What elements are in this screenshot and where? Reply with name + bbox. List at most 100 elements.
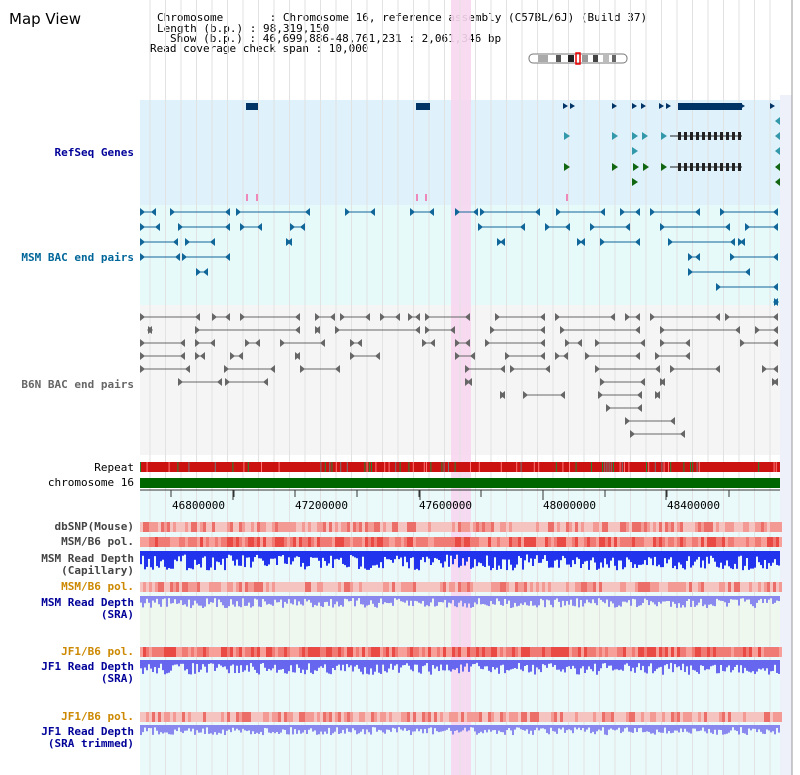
bac-end-marker[interactable]	[140, 223, 145, 231]
gene-exon[interactable]	[696, 132, 699, 140]
bac-end-marker[interactable]	[140, 365, 145, 373]
bac-end-marker[interactable]	[236, 208, 241, 216]
bac-end-marker[interactable]	[240, 313, 245, 321]
msm-bac-features[interactable]	[140, 208, 779, 306]
bac-end-marker[interactable]	[565, 339, 570, 347]
bac-end-marker[interactable]	[577, 238, 582, 246]
bac-end-marker[interactable]	[225, 253, 230, 261]
bac-end-marker[interactable]	[500, 391, 505, 399]
gene-exon[interactable]	[714, 163, 717, 171]
gene-exon[interactable]	[738, 163, 741, 171]
gene-exon[interactable]	[726, 163, 729, 171]
bac-end-marker[interactable]	[600, 208, 605, 216]
bac-end-marker[interactable]	[695, 208, 700, 216]
bac-end-marker[interactable]	[178, 378, 183, 386]
bac-end-marker[interactable]	[660, 326, 665, 334]
bac-end-marker[interactable]	[195, 326, 200, 334]
bac-end-marker[interactable]	[473, 208, 478, 216]
gene-exon[interactable]	[708, 132, 711, 140]
bac-end-marker[interactable]	[635, 326, 640, 334]
gene-arrow[interactable]	[612, 132, 618, 140]
bac-end-marker[interactable]	[350, 352, 355, 360]
bac-end-marker[interactable]	[450, 326, 455, 334]
bac-end-marker[interactable]	[195, 352, 200, 360]
gene-exon[interactable]	[732, 163, 735, 171]
bac-end-marker[interactable]	[540, 313, 545, 321]
bac-end-marker[interactable]	[225, 223, 230, 231]
gene-exon[interactable]	[738, 132, 741, 140]
bac-end-marker[interactable]	[510, 365, 515, 373]
gene-feature[interactable]	[246, 103, 258, 110]
bac-end-marker[interactable]	[485, 339, 490, 347]
bac-end-marker[interactable]	[175, 253, 180, 261]
bac-end-marker[interactable]	[773, 378, 778, 386]
track-label-b6n-bac[interactable]: B6N BAC end pairs	[21, 378, 134, 391]
bac-end-marker[interactable]	[370, 208, 375, 216]
bac-end-marker[interactable]	[535, 208, 540, 216]
gene-exon[interactable]	[708, 163, 711, 171]
bac-end-marker[interactable]	[716, 283, 721, 291]
bac-end-marker[interactable]	[490, 326, 495, 334]
bac-end-marker[interactable]	[290, 223, 295, 231]
bac-end-marker[interactable]	[300, 365, 305, 373]
bac-end-marker[interactable]	[330, 313, 335, 321]
bac-end-marker[interactable]	[225, 313, 230, 321]
gene-exon[interactable]	[720, 163, 723, 171]
bac-end-marker[interactable]	[773, 283, 778, 291]
bac-end-marker[interactable]	[170, 208, 175, 216]
gene-exon[interactable]	[720, 132, 723, 140]
bac-end-marker[interactable]	[630, 430, 635, 438]
gene-arrow[interactable]	[632, 178, 638, 186]
bac-end-marker[interactable]	[625, 313, 630, 321]
bac-end-marker[interactable]	[210, 339, 215, 347]
bac-end-marker[interactable]	[565, 223, 570, 231]
bac-end-marker[interactable]	[140, 339, 145, 347]
bac-end-marker[interactable]	[225, 208, 230, 216]
bac-end-marker[interactable]	[173, 238, 178, 246]
bac-end-marker[interactable]	[655, 352, 660, 360]
gene-feature[interactable]	[678, 103, 742, 110]
track-label-jf1-depth-sra[interactable]: JF1 Read Depth	[41, 660, 134, 673]
bac-end-marker[interactable]	[740, 339, 745, 347]
gene-arrow[interactable]	[661, 132, 667, 140]
bac-end-marker[interactable]	[255, 339, 260, 347]
bac-end-marker[interactable]	[240, 223, 245, 231]
bac-end-marker[interactable]	[660, 339, 665, 347]
bac-end-marker[interactable]	[637, 404, 642, 412]
bac-end-marker[interactable]	[335, 326, 340, 334]
bac-end-marker[interactable]	[238, 352, 243, 360]
bac-end-marker[interactable]	[610, 313, 615, 321]
gene-feature[interactable]	[416, 103, 430, 110]
gene-arrow[interactable]	[641, 103, 646, 109]
bac-end-marker[interactable]	[410, 208, 415, 216]
bac-end-marker[interactable]	[300, 223, 305, 231]
bac-end-marker[interactable]	[640, 339, 645, 347]
bac-end-marker[interactable]	[422, 339, 427, 347]
bac-end-marker[interactable]	[637, 391, 642, 399]
bac-end-marker[interactable]	[415, 326, 420, 334]
bac-end-marker[interactable]	[585, 352, 590, 360]
gene-arrow[interactable]	[642, 132, 648, 140]
gene-arrow[interactable]	[563, 103, 568, 109]
bac-end-marker[interactable]	[320, 339, 325, 347]
bac-end-marker[interactable]	[465, 365, 470, 373]
bac-end-marker[interactable]	[195, 339, 200, 347]
bac-end-marker[interactable]	[730, 253, 735, 261]
bac-end-marker[interactable]	[590, 223, 595, 231]
bac-end-marker[interactable]	[725, 223, 730, 231]
bac-end-marker[interactable]	[545, 365, 550, 373]
bac-end-marker[interactable]	[730, 238, 735, 246]
bac-end-marker[interactable]	[178, 223, 183, 231]
bac-end-marker[interactable]	[685, 352, 690, 360]
bac-end-marker[interactable]	[180, 352, 185, 360]
bac-end-marker[interactable]	[540, 339, 545, 347]
bac-end-marker[interactable]	[600, 378, 605, 386]
bac-end-marker[interactable]	[560, 326, 565, 334]
bac-end-marker[interactable]	[295, 352, 300, 360]
gene-arrow[interactable]	[740, 103, 745, 109]
track-label-jf1-b6-pol-1[interactable]: JF1/B6 pol.	[61, 645, 134, 658]
bac-end-marker[interactable]	[380, 313, 385, 321]
bac-end-marker[interactable]	[655, 391, 660, 399]
bac-end-marker[interactable]	[270, 365, 275, 373]
